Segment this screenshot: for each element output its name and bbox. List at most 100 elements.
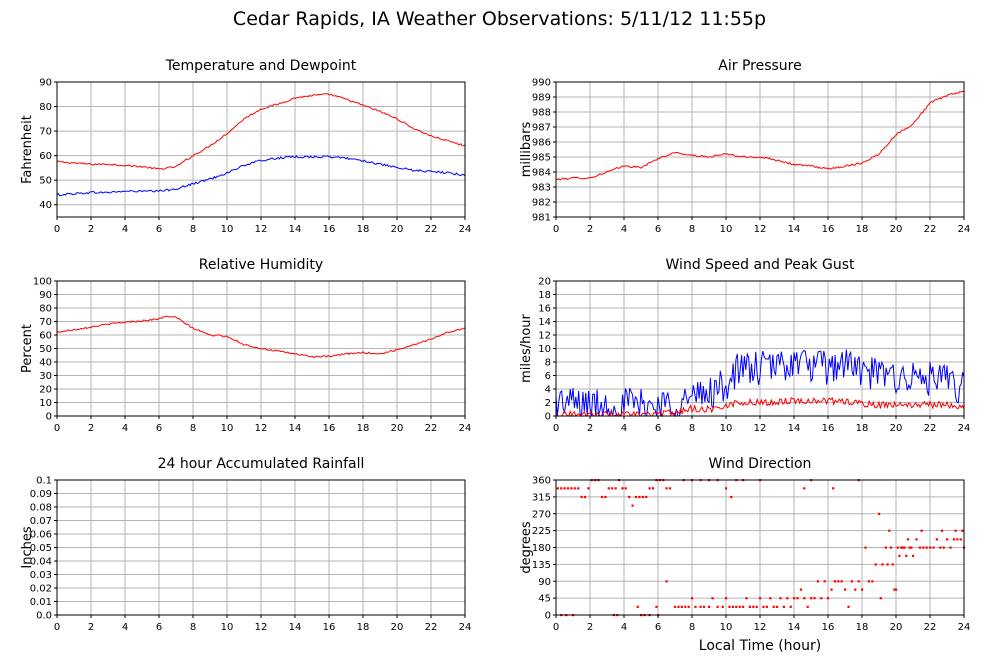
y-tick-label: 989 [532, 93, 551, 104]
x-tick-label: 16 [822, 224, 835, 235]
y-tick-label: 90 [538, 577, 551, 588]
data-point [912, 554, 915, 557]
y-axis-label: Fahrenheit [20, 115, 35, 184]
data-point [867, 580, 870, 583]
chart-title: 24 hour Accumulated Rainfall [158, 456, 365, 472]
plot-frame [555, 81, 965, 218]
y-axis-label: miles/hour [519, 313, 534, 382]
data-point [935, 538, 938, 541]
x-tick-label: 10 [221, 622, 234, 633]
x-tick-label: 4 [621, 224, 627, 235]
x-tick-label: 18 [357, 423, 370, 434]
data-point [560, 487, 563, 490]
x-tick-label: 14 [289, 224, 302, 235]
data-point [840, 580, 843, 583]
y-tick-label: 982 [532, 198, 551, 209]
data-point [614, 487, 617, 490]
data-point [803, 487, 806, 490]
data-point [738, 605, 741, 608]
y-axis-label: Percent [20, 324, 35, 373]
x-tick-label: 24 [958, 224, 971, 235]
data-point [730, 495, 733, 499]
data-point [759, 597, 762, 600]
data-point [901, 546, 904, 549]
x-tick-label: 10 [720, 224, 733, 235]
data-point [772, 605, 775, 608]
data-point [940, 529, 944, 532]
data-point [908, 546, 911, 549]
series-line [56, 93, 466, 170]
y-tick-label: 225 [532, 526, 551, 537]
data-point [813, 597, 816, 600]
data-point [850, 580, 853, 583]
y-tick-label: 60 [39, 151, 52, 162]
data-point [789, 605, 792, 608]
data-point [570, 487, 573, 490]
data-point [864, 546, 867, 549]
data-point [699, 605, 702, 608]
y-tick-label: 0.03 [30, 570, 52, 581]
x-tick-label: 6 [655, 423, 661, 434]
x-tick-label: 20 [391, 423, 404, 434]
data-point [648, 487, 651, 490]
x-tick-label: 22 [425, 423, 438, 434]
data-point [806, 605, 809, 608]
data-point [583, 495, 587, 499]
y-tick-label: 987 [532, 123, 551, 134]
x-tick-label: 22 [425, 622, 438, 633]
data-point [891, 563, 894, 566]
y-tick-label: 315 [532, 492, 551, 503]
chart-title: Wind Speed and Peak Gust [666, 257, 855, 273]
data-point [861, 588, 864, 591]
series-line [555, 90, 965, 181]
data-point [636, 605, 639, 608]
y-tick-label: 0.1 [36, 476, 52, 487]
data-point [752, 605, 755, 608]
chart-title: Relative Humidity [199, 257, 323, 273]
data-point [665, 580, 668, 583]
x-tick-label: 18 [357, 224, 370, 235]
data-point [786, 597, 789, 600]
y-tick-label: 10 [538, 344, 551, 355]
data-point [910, 546, 913, 549]
x-tick-label: 0 [54, 224, 60, 235]
y-tick-label: 360 [532, 476, 551, 487]
data-point [895, 588, 898, 591]
y-tick-label: 45 [538, 594, 551, 605]
y-tick-label: 0.02 [30, 584, 52, 595]
data-point [796, 597, 799, 600]
x-tick-label: 14 [788, 423, 801, 434]
y-tick-label: 50 [39, 176, 52, 187]
x-axis-label: Local Time (hour) [699, 638, 821, 654]
x-tick-label: 20 [890, 224, 903, 235]
x-tick-label: 8 [190, 423, 196, 434]
data-point [674, 605, 677, 608]
y-tick-label: 0 [545, 412, 551, 423]
page-title: Cedar Rapids, IA Weather Observations: 5… [232, 8, 767, 30]
data-point [641, 495, 644, 499]
data-point [624, 487, 627, 490]
data-point [896, 546, 899, 549]
data-point [611, 487, 614, 490]
chart-title: Wind Direction [709, 456, 812, 472]
y-tick-label: 18 [538, 290, 551, 301]
y-tick-label: 12 [538, 331, 551, 342]
data-point [645, 495, 648, 499]
y-tick-label: 20 [538, 277, 551, 288]
data-point [893, 588, 896, 591]
data-point [816, 580, 819, 583]
x-tick-label: 4 [621, 622, 627, 633]
x-tick-label: 6 [655, 622, 661, 633]
y-axis-label: degrees [519, 521, 534, 574]
x-tick-label: 2 [88, 224, 94, 235]
data-point [702, 605, 706, 608]
y-tick-label: 0.04 [30, 557, 52, 568]
data-point [742, 605, 745, 608]
x-tick-label: 4 [122, 224, 128, 235]
x-tick-label: 0 [54, 423, 60, 434]
y-tick-label: 100 [33, 277, 52, 288]
data-point [942, 546, 945, 549]
data-point [604, 495, 607, 499]
